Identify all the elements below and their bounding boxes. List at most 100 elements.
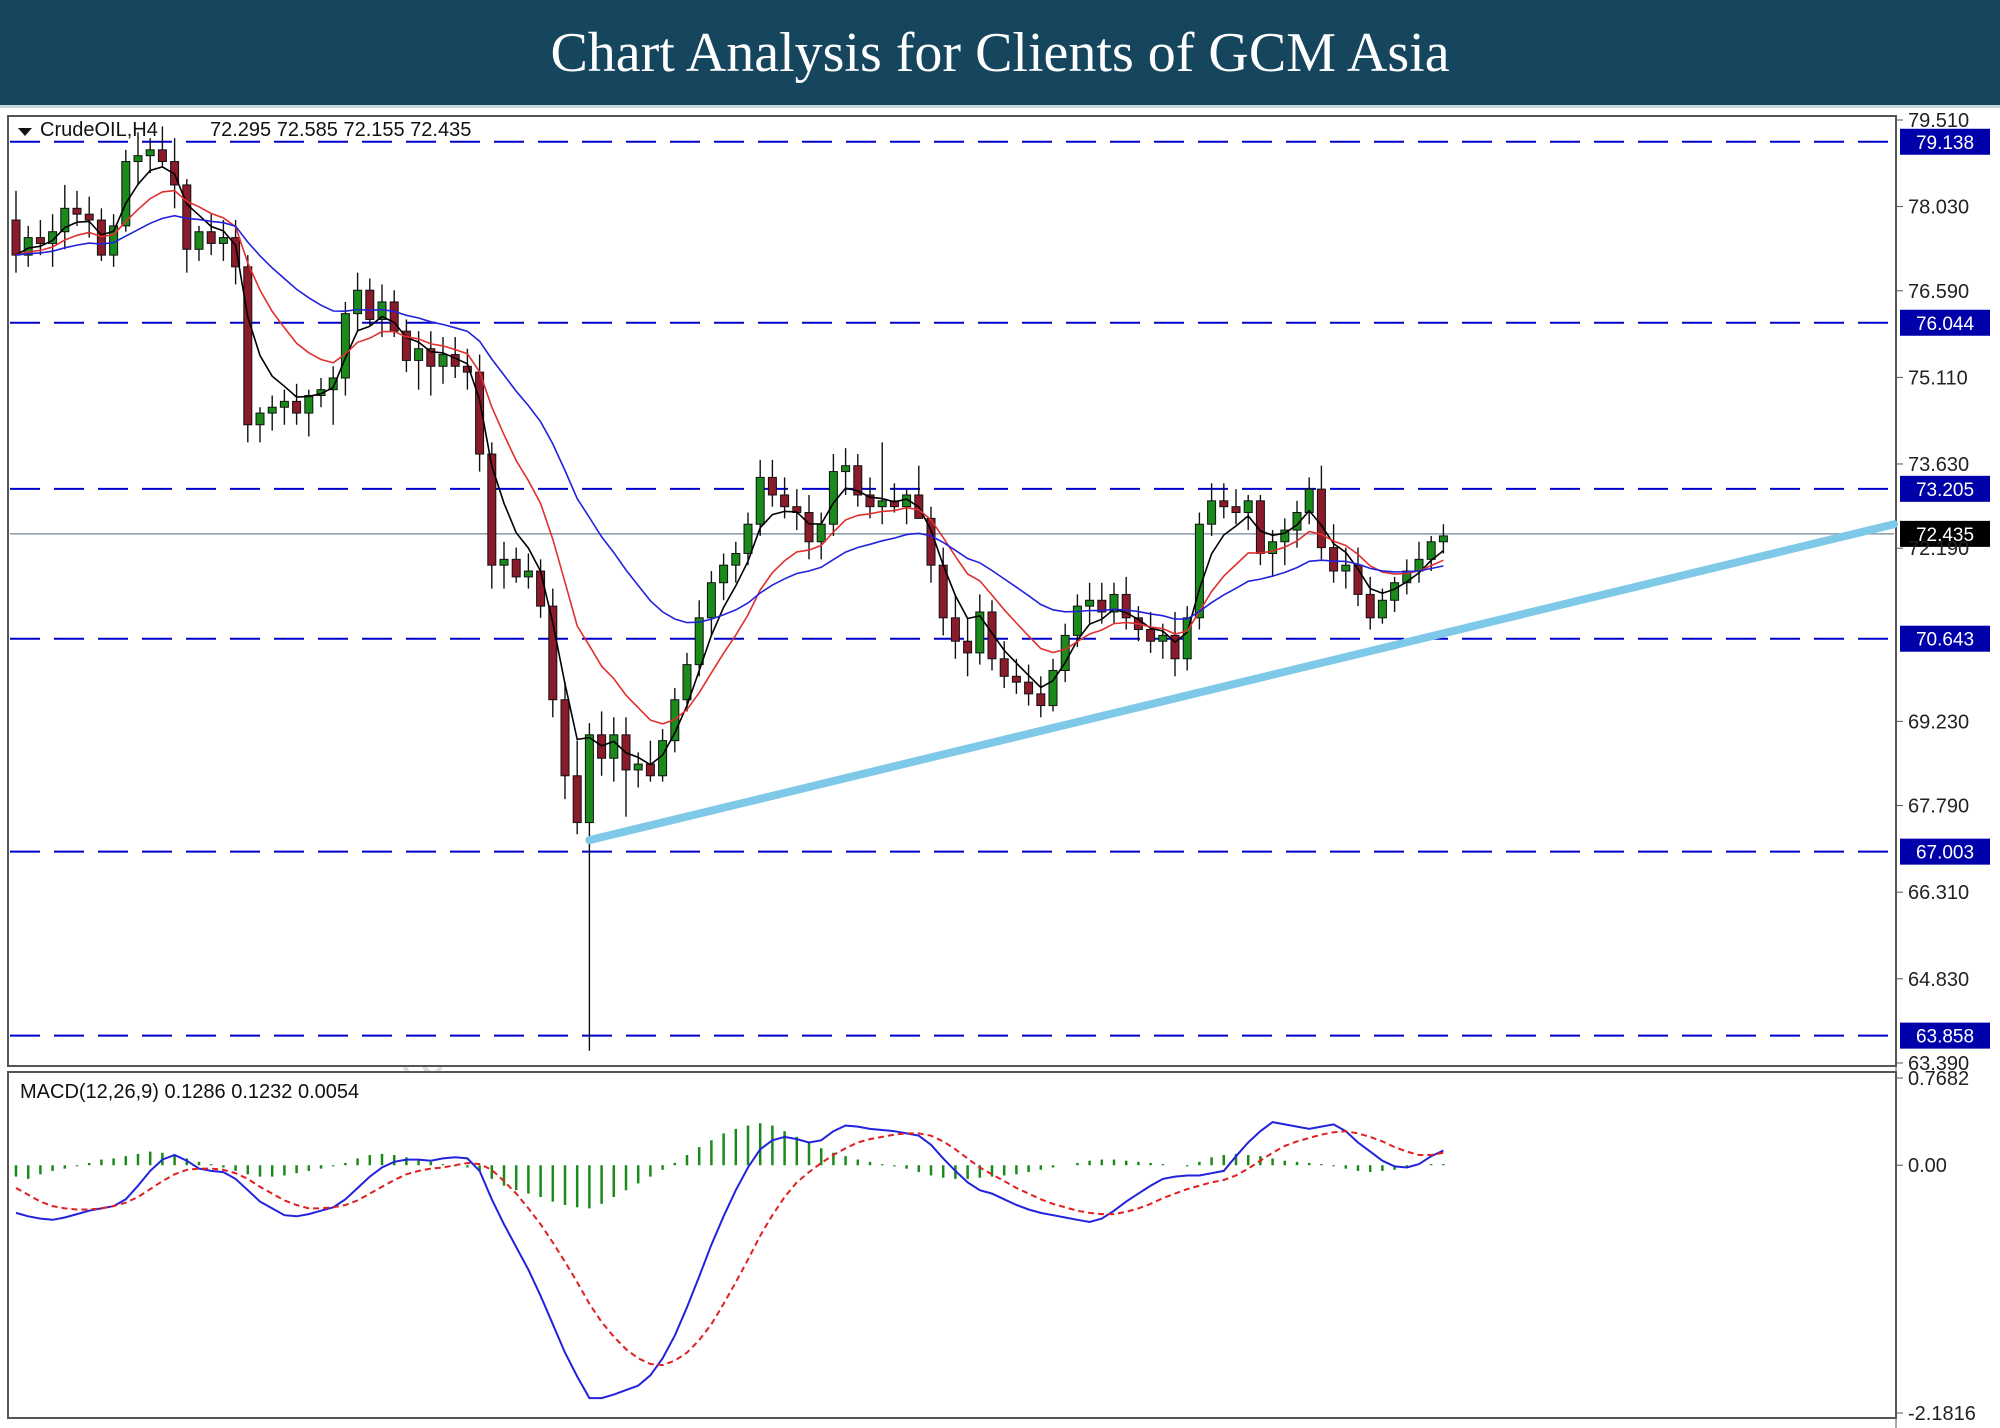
candle-body: [1341, 564, 1351, 572]
candle-body: [316, 389, 326, 397]
y-tick-label: 67.790: [1908, 796, 1969, 818]
candle-body: [1390, 582, 1400, 601]
candle-body: [426, 348, 436, 367]
candle-body: [1024, 681, 1034, 695]
page-title-text: Chart Analysis for Clients of GCM Asia: [550, 21, 1450, 84]
candle-body: [877, 500, 887, 508]
candle-body: [536, 570, 546, 607]
candle-body: [60, 207, 70, 233]
candle-body: [218, 237, 228, 244]
macd-title: MACD(12,26,9) 0.1286 0.1232 0.0054: [20, 1081, 359, 1103]
y-tick-label: 72.190: [1908, 538, 1969, 560]
candle-body: [755, 476, 765, 525]
y-tick-label: 76.590: [1908, 281, 1969, 303]
price-axis: 79.510 78.030 76.590 75.110 73.630 72.190 69.2…: [1896, 110, 1969, 1075]
candle-body: [1304, 488, 1314, 514]
banner-divider: [0, 105, 2000, 108]
candle-body: [999, 658, 1009, 677]
candle-body: [1207, 500, 1217, 525]
level-price-tag: [1900, 128, 1990, 155]
y-tick-label: 66.310: [1908, 882, 1969, 904]
candle-body: [1060, 634, 1070, 671]
macd-tick-label: -2.1816: [1908, 1403, 1976, 1425]
candle-body: [1109, 593, 1119, 613]
candle-body: [609, 734, 619, 759]
candle-body: [1170, 634, 1180, 660]
ohlc-readout: 72.295 72.585 72.155 72.435: [210, 119, 471, 141]
candle-body: [1365, 593, 1375, 619]
candle-body: [1121, 593, 1131, 619]
candle-body: [1072, 605, 1082, 636]
candle-body: [950, 617, 960, 642]
candle-body: [499, 558, 509, 566]
candle-body: [304, 395, 314, 414]
chart-area: GCMASIAGLOBAL CAPITAL MARKETS 79.13876.0…: [7, 110, 1990, 1428]
symbol-menu-icon: [18, 128, 32, 136]
level-price-tag: [1900, 475, 1990, 502]
candle-body: [1231, 506, 1241, 514]
candle-body: [645, 763, 655, 777]
macd-tick-label: 0.00: [1908, 1155, 1947, 1177]
ma-slow-line: [15, 214, 1444, 624]
candle-body: [157, 149, 167, 163]
candle-body: [365, 289, 375, 320]
symbol-title: CrudeOIL,H4: [40, 119, 158, 141]
candle-body: [35, 237, 45, 244]
macd-panel: [7, 1071, 1897, 1419]
candle-body: [1194, 523, 1204, 619]
candle-body: [96, 219, 106, 256]
candle-body: [145, 149, 155, 157]
candle-body: [560, 699, 570, 777]
candle-body: [1011, 675, 1021, 683]
candle-body: [133, 155, 143, 163]
candle-body: [975, 611, 985, 654]
candle-body: [84, 213, 94, 221]
candle-body: [292, 400, 302, 414]
level-price-tag: [1900, 309, 1990, 336]
candle-body: [1097, 599, 1107, 613]
candle-body: [1243, 500, 1253, 514]
candle-body: [1316, 488, 1326, 549]
level-price-tag: [1900, 625, 1990, 652]
candle-body: [889, 500, 899, 508]
macd-signal-line: [15, 1130, 1444, 1367]
candle-body: [523, 570, 533, 578]
candle-body: [511, 558, 521, 578]
candle-body: [279, 400, 289, 408]
candle-body: [328, 377, 338, 391]
candle-body: [23, 237, 33, 256]
y-tick-label: 63.390: [1908, 1053, 1969, 1075]
candle-body: [987, 611, 997, 660]
candle-body: [584, 734, 594, 824]
candle-body: [1085, 599, 1095, 607]
candle-body: [1182, 617, 1192, 660]
candle-body: [11, 219, 21, 256]
candle-body: [682, 664, 692, 701]
candle-body: [743, 523, 753, 554]
candle-body: [1377, 599, 1387, 619]
candle-body: [72, 207, 82, 215]
level-price-label: 70.643: [1916, 630, 1974, 651]
current-price-tag: [1900, 520, 1990, 547]
candle-body: [816, 523, 826, 543]
macd-tick-label: 0.7682: [1908, 1068, 1969, 1090]
candle-body: [828, 471, 838, 525]
chart-labels: CrudeOIL,H4 72.295 72.585 72.155 72.435 MA…: [18, 119, 471, 1103]
ma-mid-line: [15, 189, 1444, 725]
candle-body: [48, 231, 58, 244]
level-price-label: 79.138: [1916, 133, 1974, 154]
ma-fast-line: [15, 166, 1444, 766]
candle-body: [1329, 547, 1339, 572]
candle-body: [694, 617, 704, 666]
candle-body: [1280, 529, 1290, 543]
candle-body: [548, 605, 558, 701]
y-tick-label: 64.830: [1908, 969, 1969, 991]
candle-body: [267, 406, 277, 414]
level-price-tag: [1900, 838, 1990, 865]
support-resistance-levels: 79.138 76.044 73.205 70.643 67.003 63.858 72.4…: [10, 128, 1990, 1049]
candle-body: [255, 412, 265, 426]
candle-body: [780, 494, 790, 508]
level-price-label: 73.205: [1916, 480, 1974, 501]
candle-body: [206, 231, 216, 244]
price-panel: [7, 115, 1897, 1067]
